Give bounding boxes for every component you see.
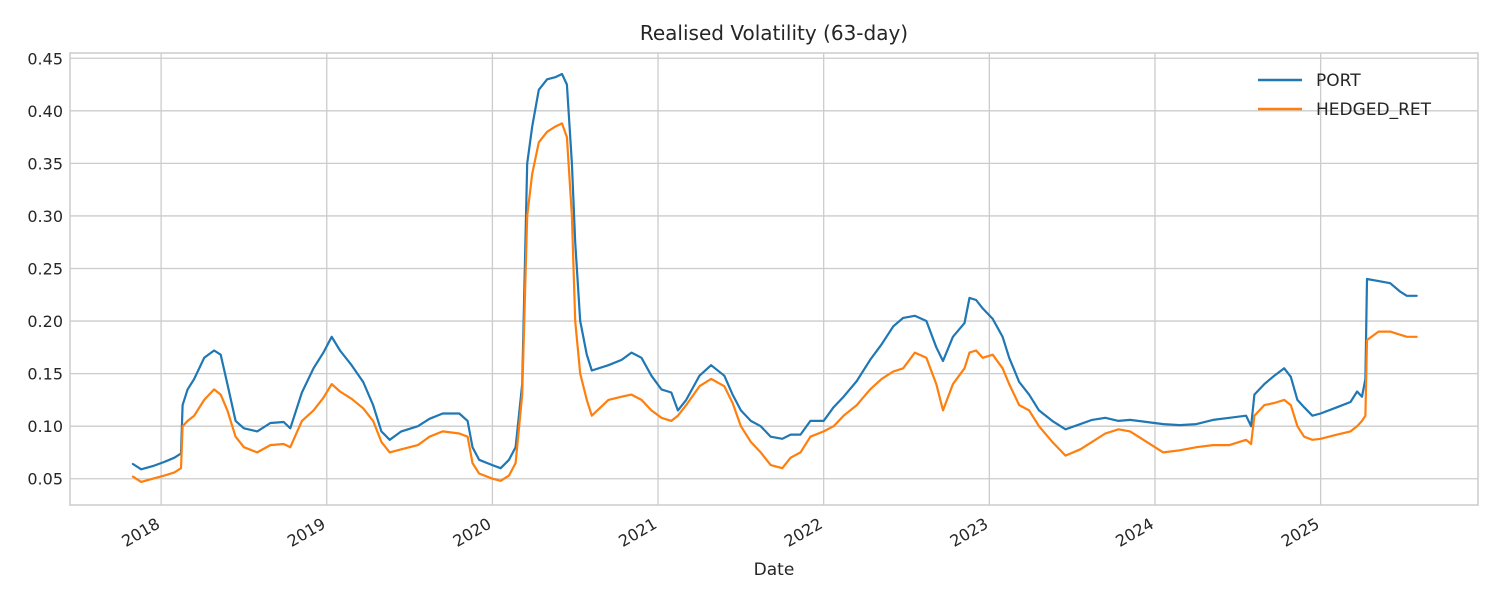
chart-title: Realised Volatility (63-day) — [640, 21, 908, 45]
legend-label: PORT — [1316, 71, 1361, 91]
y-axis-ticks: 0.05 0.10 0.15 0.20 0.25 0.30 0.35 0.40 0.45 — [27, 49, 63, 488]
x-axis-title: Date — [754, 560, 795, 580]
x-tick-label: 2024 — [1112, 514, 1157, 551]
x-tick-label: 2022 — [781, 514, 826, 551]
x-tick-label: 2020 — [450, 514, 495, 551]
y-tick-label: 0.35 — [27, 154, 63, 173]
x-tick-label: 2018 — [118, 514, 163, 551]
legend-label: HEDGED_RET — [1316, 100, 1432, 120]
y-tick-label: 0.45 — [27, 49, 63, 68]
series-line-port — [131, 72, 1418, 471]
y-tick-label: 0.20 — [27, 312, 63, 331]
x-tick-label: 2023 — [947, 514, 992, 551]
legend: PORT HEDGED_RET — [1258, 71, 1432, 120]
series-lines — [131, 72, 1418, 483]
series-line-hedged-ret — [131, 122, 1418, 483]
y-tick-label: 0.10 — [27, 417, 63, 436]
y-tick-label: 0.30 — [27, 207, 63, 226]
grid — [70, 53, 1478, 505]
x-tick-label: 2019 — [284, 514, 329, 551]
x-tick-label: 2025 — [1278, 514, 1323, 551]
plot-frame — [69, 52, 1479, 506]
y-tick-label: 0.40 — [27, 102, 63, 121]
y-tick-label: 0.15 — [27, 365, 63, 384]
y-tick-label: 0.05 — [27, 470, 63, 489]
x-tick-label: 2021 — [615, 514, 660, 551]
x-axis-ticks: 2018 2019 2020 2021 2022 2023 2024 2025 — [118, 514, 1322, 551]
y-tick-label: 0.25 — [27, 259, 63, 278]
